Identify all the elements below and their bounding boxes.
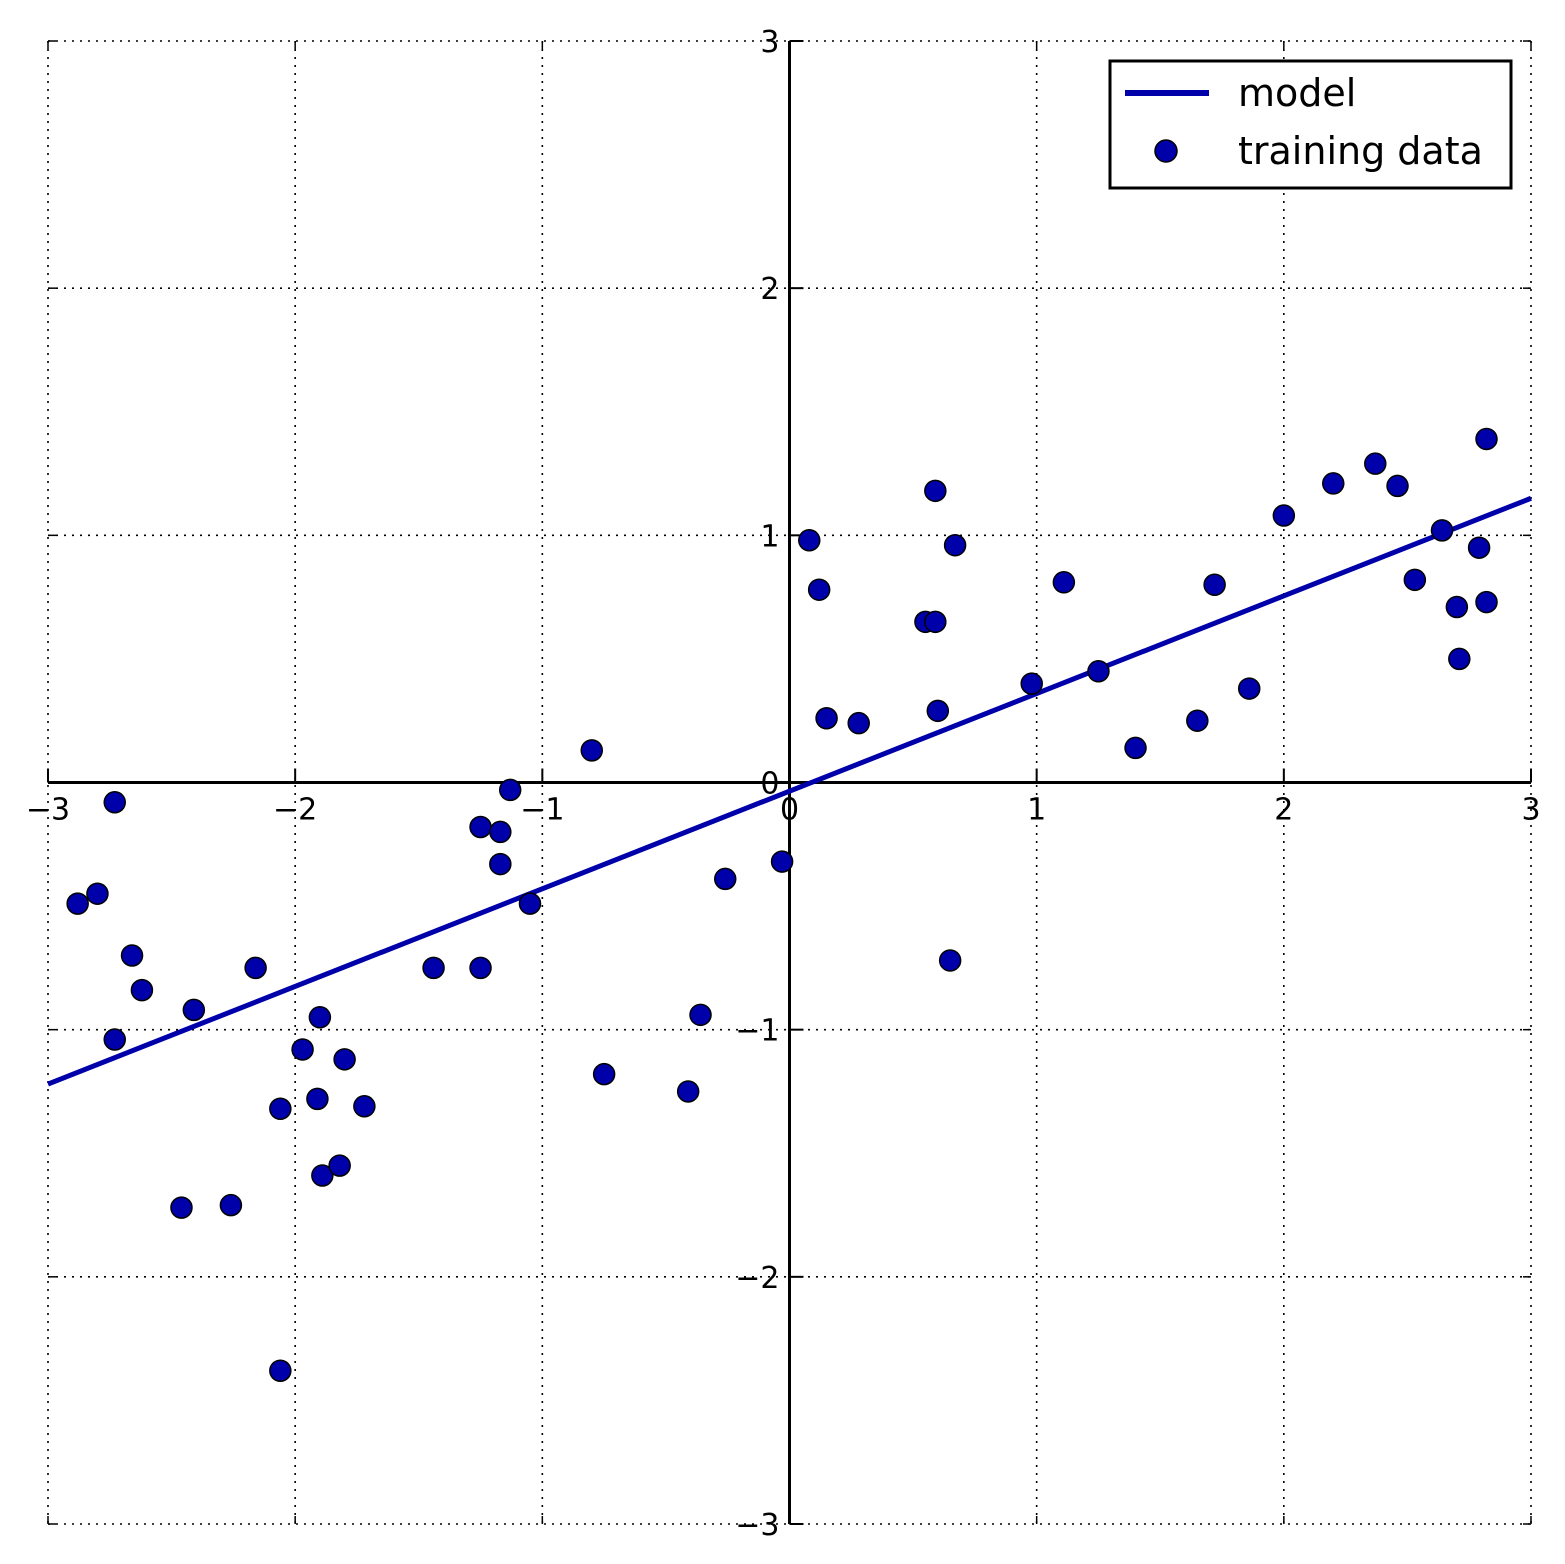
- y-tick-label: −2: [735, 1261, 779, 1296]
- data-point: [926, 699, 950, 723]
- data-point: [815, 706, 838, 730]
- data-point: [713, 867, 737, 891]
- model-line-series: [47, 495, 1532, 1087]
- data-point: [269, 1359, 292, 1383]
- y-tick-label: −3: [735, 1508, 779, 1543]
- data-point: [807, 578, 831, 601]
- data-point: [592, 1062, 616, 1086]
- x-tick-label: 1: [1027, 793, 1046, 828]
- x-tick-labels: −3 −2 −1 0 1 2 3: [26, 793, 1541, 828]
- data-point: [676, 1080, 700, 1103]
- data-point: [1448, 647, 1471, 671]
- data-point: [1124, 736, 1147, 760]
- data-point: [328, 1154, 351, 1177]
- data-point: [130, 978, 154, 1002]
- model-line: [47, 495, 1532, 1087]
- data-point: [1445, 595, 1469, 619]
- data-point: [689, 1003, 712, 1027]
- data-point: [798, 529, 821, 552]
- data-point: [1322, 472, 1345, 495]
- data-point: [308, 1006, 332, 1029]
- data-point: [291, 1038, 314, 1061]
- data-point: [498, 778, 522, 802]
- data-point: [938, 949, 962, 972]
- legend-box: [1108, 59, 1513, 190]
- x-tick-label: 3: [1521, 793, 1540, 828]
- data-point: [924, 479, 947, 503]
- x-tick-label: −1: [520, 793, 564, 828]
- data-point: [1020, 672, 1043, 695]
- data-point: [580, 739, 604, 762]
- data-point: [333, 1048, 356, 1071]
- data-point: [469, 815, 492, 839]
- y-tick-labels: −3 −2 −1 0 1 2 3: [735, 25, 779, 1543]
- legend-model-label: model: [1238, 71, 1356, 115]
- data-point: [943, 533, 967, 557]
- legend: model training data: [1108, 59, 1513, 190]
- data-point: [924, 610, 947, 634]
- data-point: [1186, 709, 1209, 732]
- data-point: [269, 1097, 292, 1121]
- data-point: [66, 892, 89, 915]
- data-point: [1203, 573, 1226, 597]
- y-tick-label: 1: [760, 519, 779, 554]
- y-tick-label: −1: [735, 1014, 779, 1049]
- data-point: [311, 1164, 334, 1187]
- data-point: [1364, 452, 1387, 475]
- data-point: [518, 892, 542, 915]
- data-point: [306, 1087, 329, 1111]
- data-point: [244, 956, 267, 980]
- data-point: [219, 1193, 243, 1217]
- data-point: [170, 1196, 193, 1219]
- data-point: [489, 852, 512, 876]
- data-point: [422, 956, 445, 980]
- data-point: [489, 820, 512, 844]
- data-point: [1237, 677, 1261, 700]
- data-point: [86, 882, 109, 905]
- data-point: [103, 791, 126, 814]
- x-tick-label: −2: [273, 793, 317, 828]
- x-tick-label: −3: [26, 793, 70, 828]
- data-point: [120, 944, 144, 967]
- data-point: [1403, 568, 1427, 592]
- y-tick-label: 2: [760, 272, 779, 307]
- legend-training-data-label: training data: [1238, 129, 1483, 173]
- data-point: [353, 1095, 376, 1118]
- data-point: [1475, 427, 1498, 451]
- data-point: [1052, 571, 1076, 594]
- y-tick-label: 3: [760, 25, 779, 60]
- data-point: [1475, 590, 1498, 614]
- x-tick-label: 0: [780, 793, 799, 828]
- axes: [47, 40, 1532, 1525]
- data-point: [182, 998, 206, 1022]
- x-tick-label: 2: [1274, 793, 1293, 828]
- data-point: [770, 850, 794, 873]
- data-point: [1272, 504, 1296, 527]
- data-point: [1087, 660, 1110, 683]
- data-point: [469, 956, 492, 980]
- y-tick-label: 0: [760, 767, 779, 802]
- data-point: [103, 1028, 126, 1051]
- data-point: [1467, 536, 1491, 559]
- data-point: [847, 711, 870, 735]
- data-point: [1386, 474, 1409, 498]
- legend-training-data-swatch: [1154, 139, 1178, 163]
- training-data-series: [66, 427, 1498, 1383]
- data-point: [1430, 519, 1454, 542]
